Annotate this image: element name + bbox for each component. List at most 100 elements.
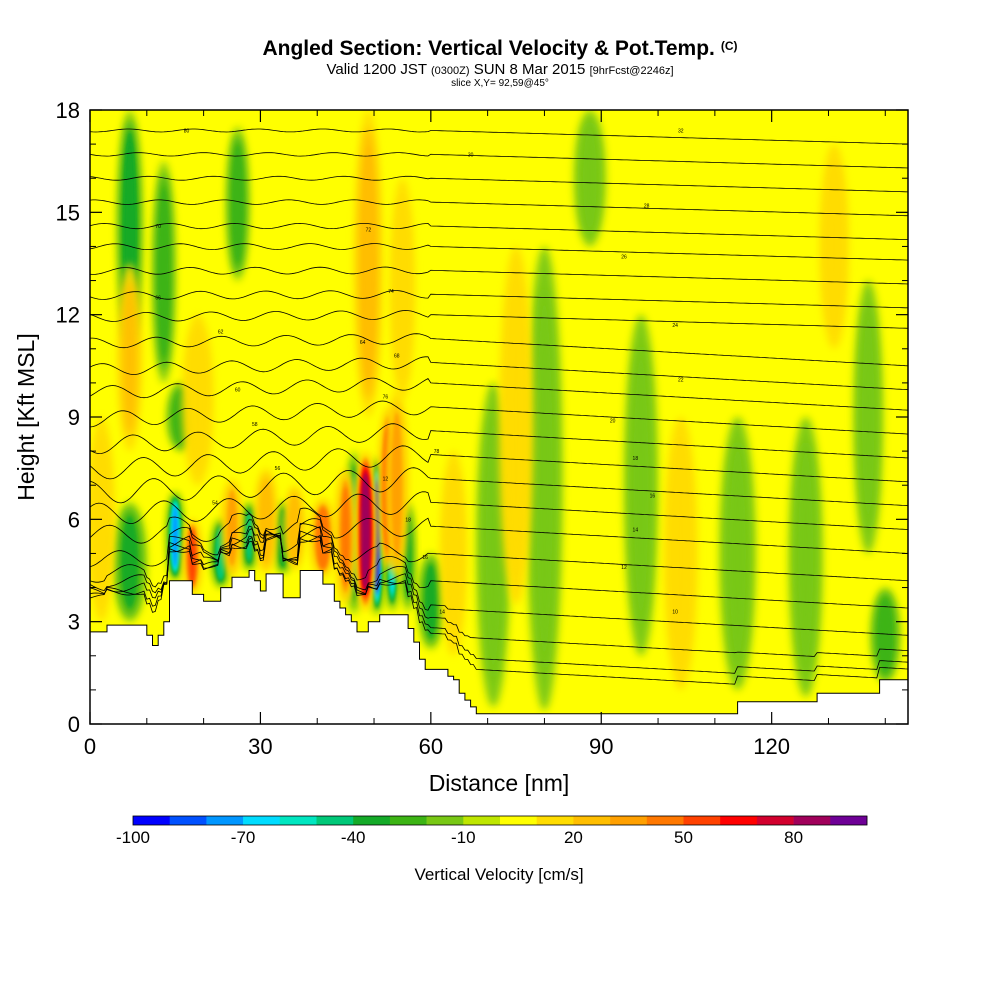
valid-date: SUN 8 Mar 2015 [473,61,586,78]
valid-time: Valid 1200 JST [326,61,427,78]
isentrope-line [90,199,908,217]
contour-label: 72 [366,227,372,233]
contour-label: 28 [644,204,650,210]
downdraft-cell-band [232,145,243,263]
x-tick-label: 120 [753,734,790,759]
updraft-cell-band [394,198,410,380]
y-tick-label: 18 [56,98,80,123]
contour-label: 70 [155,224,161,230]
contour-label: 14 [439,609,445,615]
updraft-cell [385,389,409,581]
y-tick-label: 9 [68,405,80,430]
downdraft-cell [870,587,901,684]
contour-label: 56 [275,466,281,472]
updraft-cell-band [188,330,208,470]
updraft-cell [819,144,849,349]
downdraft-cell [226,127,250,281]
isentrope-line [90,445,908,483]
downdraft-cell-band [726,441,749,666]
contour-label: 74 [388,289,394,295]
contour-label: 68 [394,354,400,360]
colorbar-title: Vertical Velocity [cm/s] [414,865,583,884]
downdraft-cell-band [158,187,170,357]
forecast-info: [9hrFcst@2246z] [589,65,674,77]
valid-utc: (0300Z) [430,65,470,77]
colorbar-swatch [279,816,317,825]
updraft-cell [335,468,356,605]
isentrope-line [90,400,908,435]
y-axis: 0 3 6 9 12 15 18 [56,98,908,737]
contour-label: 60 [235,388,241,394]
downdraft-cell [853,280,884,554]
contour-label: 80 [184,128,190,134]
updraft-cell [254,468,278,574]
colorbar-label: -40 [341,828,366,847]
downdraft-cell-band [580,122,600,235]
colorbar-swatch [169,816,207,825]
chart-title: Angled Section: Vertical Velocity & Pot.… [262,37,738,60]
updraft-cell [354,110,383,417]
x-tick-label: 0 [84,734,96,759]
downdraft-cell [526,246,563,711]
colorbar-swatch [389,816,427,825]
isentrope-line [90,491,908,530]
x-tick-label: 90 [589,734,613,759]
colorbar-swatch [646,816,684,825]
colorbar-swatch [720,816,758,825]
colorbar-label: -10 [451,828,476,847]
downdraft-cell-band [630,345,652,626]
isentrope-line [90,534,908,657]
isentrope-line [90,423,908,459]
colorbar-swatch [683,816,721,825]
updraft-cell-band [825,162,844,331]
y-tick-label: 3 [68,610,80,635]
y-tick-label: 0 [68,712,80,737]
isentrope-line [90,507,908,554]
updraft-cell-band [391,412,403,558]
isentrope-line [90,152,908,169]
contour-label: 24 [672,323,678,329]
colorbar-swatch [243,816,281,825]
updraft-cell-band [505,278,527,573]
isentrope-line [90,290,908,309]
isentrope-line [90,518,908,582]
updraft-cell-band [227,490,237,566]
downdraft-cell-band [533,288,556,669]
downdraft-cell-band [425,564,437,638]
updraft-cell-band [361,146,375,381]
contour-label: 10 [672,609,678,615]
updraft-cell-band [670,441,691,666]
x-axis-label: Distance [nm] [429,770,570,796]
colorbar-label: 50 [674,828,693,847]
isentrope-line [90,523,908,685]
contour-label: 30 [468,152,474,158]
downdraft-cell-band [878,599,893,672]
contour-label: 58 [252,422,258,428]
downdraft-cell [573,110,606,247]
downdraft-cell [719,417,756,690]
downdraft-cell [788,416,823,697]
downdraft-cell [418,553,444,649]
contour-label: 32 [678,128,684,134]
isentrope-line [90,356,908,391]
isentrope-line [90,333,908,367]
contour-label: 12 [621,565,627,571]
colorbar-swatch [610,816,648,825]
y-tick-label: 12 [56,303,80,328]
updraft-cell [221,478,243,578]
isentrope-line [90,175,908,193]
contour-label: 22 [678,377,684,383]
isentrope-line [90,222,908,240]
colorbar-swatch [206,816,244,825]
colorbar-label: 20 [564,828,583,847]
x-tick-label: 30 [248,734,272,759]
colorbar-swatch [756,816,794,825]
x-axis: 0 30 60 90 120 [84,110,886,759]
contour-label: 66 [155,296,161,302]
colorbar-swatch [316,816,354,825]
chart-subtitle: Valid 1200 JST (0300Z) SUN 8 Mar 2015 [9… [0,61,1000,78]
isentrope-line [90,377,908,411]
isentrope-line [90,128,908,145]
slice-info: slice X,Y= 92,59@45° [451,78,549,89]
